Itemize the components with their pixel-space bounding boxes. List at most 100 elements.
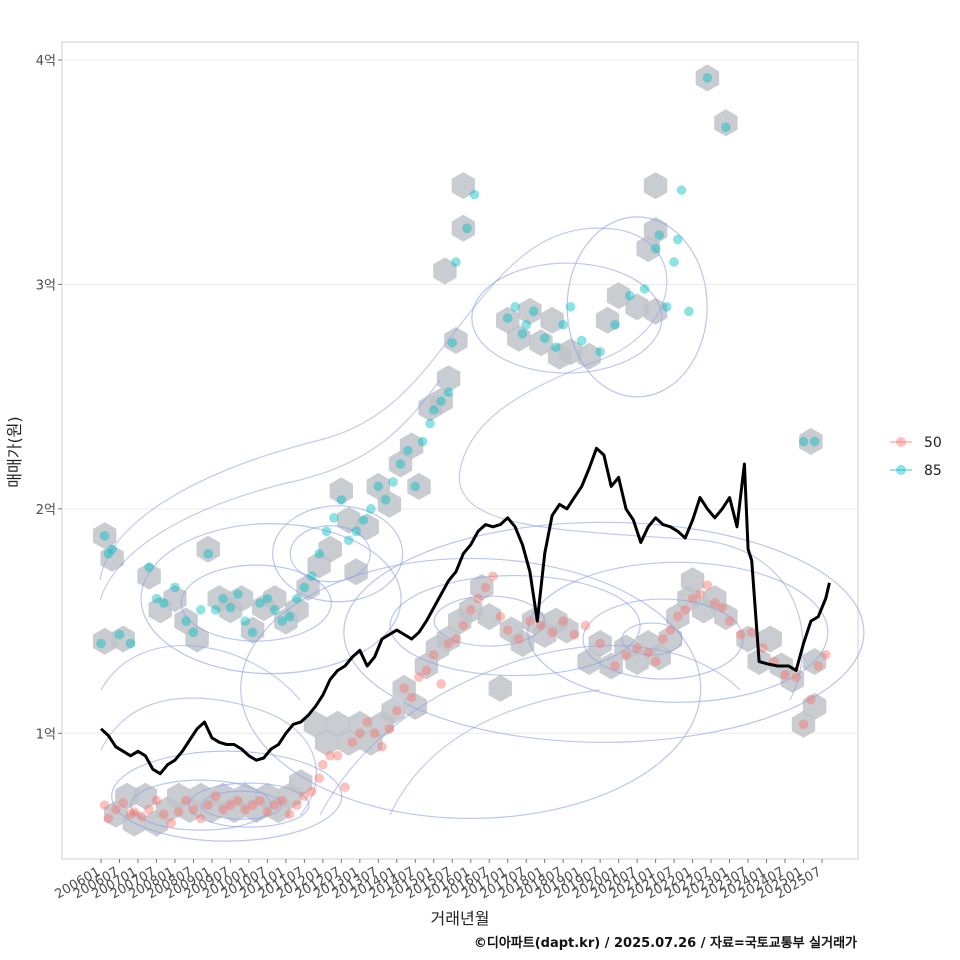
point-50 [798,719,809,730]
point-50 [502,625,513,635]
hexbin-cell [318,535,342,563]
point-85 [702,73,713,83]
hexbin-cell [451,214,475,242]
point-50 [129,807,140,817]
point-50 [110,804,121,815]
hexbin-cell [643,172,668,200]
x-axis-ticks: 2006012006072007012007072008012008072009… [53,859,824,902]
point-50 [813,661,824,671]
point-50 [421,665,432,676]
point-50 [247,800,258,810]
hexbin-cell [381,697,405,725]
point-85 [521,320,532,330]
y-axis-title: 매매가(원) [5,416,24,487]
point-50 [332,750,343,761]
point-85 [336,495,347,505]
hexbin-cell [595,306,620,334]
point-50 [292,800,302,810]
point-50 [166,818,177,828]
point-50 [724,616,735,626]
hexbin-cell [240,616,265,644]
point-50 [240,804,250,815]
point-85 [351,526,361,537]
hexbin-cell [666,603,690,631]
point-50 [103,813,114,824]
hexbin-cell [488,674,512,702]
point-85 [684,306,694,317]
point-85 [284,611,295,622]
point-50 [196,813,206,824]
point-85 [203,548,214,559]
point-85 [233,589,243,599]
point-85 [661,302,672,312]
point-50 [347,737,358,748]
density-contour [240,557,702,820]
point-50 [547,627,557,638]
point-50 [136,811,147,822]
point-85 [639,284,650,294]
point-50 [203,800,214,810]
density-contour-layer [99,216,865,842]
point-50 [362,717,373,727]
hexbin-cell [555,616,579,644]
density-contour [188,782,310,828]
density-contour [130,779,272,831]
density-contour [319,645,741,816]
hexbin-cell [518,297,542,325]
hexbin-cell [658,625,683,653]
point-85 [151,593,162,604]
hexbin-cell [348,710,372,738]
point-85 [443,387,454,397]
point-85 [125,638,136,649]
hexbin-cell [366,472,390,500]
point-50 [125,809,136,819]
point-85 [550,342,561,353]
point-85 [528,306,539,317]
hexbin-cell [407,472,431,500]
scatter-point-layer [96,73,831,828]
point-50 [428,649,439,660]
hexbin-cell [540,306,564,334]
hexbin-cell [451,172,475,200]
point-85 [558,320,568,330]
point-85 [576,335,587,346]
hexbin-cell [414,652,439,680]
point-50 [480,582,491,593]
point-50 [173,807,184,817]
point-50 [218,804,228,815]
hexbin-cell [507,324,531,352]
point-50 [406,692,417,703]
y-tick-label: 3억 [36,278,56,293]
point-85 [358,515,369,525]
point-50 [399,683,409,694]
point-85 [673,234,683,245]
hexbin-cell [399,432,424,460]
point-85 [451,257,461,267]
hexbin-cell [104,800,128,828]
point-85 [170,582,180,593]
point-50 [225,800,236,810]
hexbin-cell [163,585,187,613]
point-85 [103,548,114,559]
density-contour [582,598,744,680]
point-50 [118,798,128,808]
point-50 [643,647,654,658]
point-85 [225,602,236,613]
hexbin-cell [137,562,161,590]
point-50 [687,593,698,604]
point-85 [196,605,206,615]
hexbin-cell [337,728,361,756]
point-85 [462,223,472,234]
point-50 [746,627,757,638]
point-50 [488,571,498,581]
point-85 [343,535,354,546]
point-50 [702,580,713,590]
hexbin-cell [588,630,612,657]
point-85 [510,302,520,312]
density-contour [200,790,283,820]
point-85 [624,290,635,301]
hexbin-cell [93,627,117,655]
point-85 [299,582,310,593]
hexbin-cell [93,522,117,550]
legend-key-50 [896,437,906,447]
